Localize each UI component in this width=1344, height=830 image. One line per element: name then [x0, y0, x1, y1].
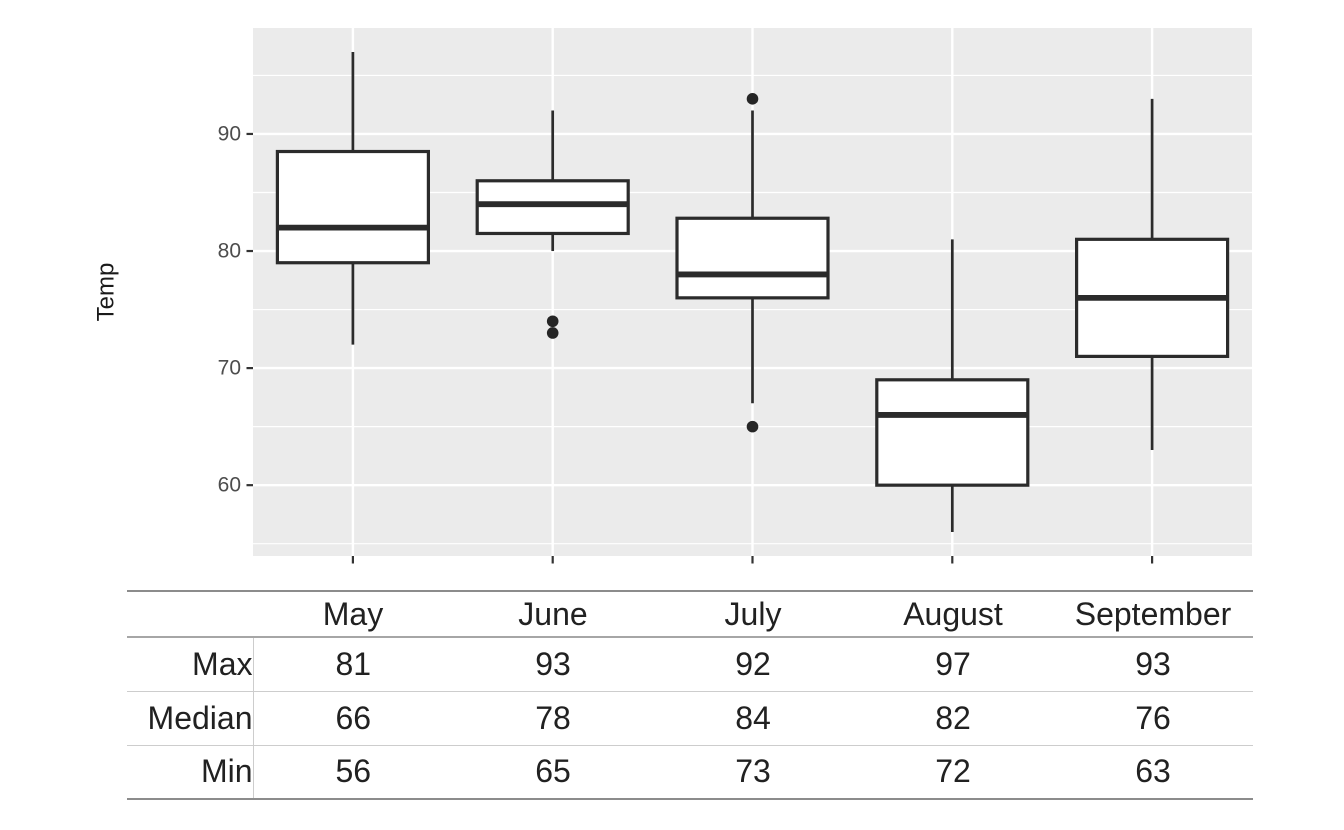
summary-table: May June July August September Max 81 93… — [127, 590, 1253, 800]
cell-median-may: 66 — [335, 699, 372, 736]
y-axis-title: Temp — [93, 263, 120, 322]
cell-max-july: 92 — [735, 645, 771, 682]
table-row-min: Min 56 65 73 72 63 — [127, 745, 1253, 799]
cell-max-august: 97 — [935, 645, 971, 682]
header-may: May — [322, 595, 384, 632]
cell-min-may: 56 — [335, 753, 372, 790]
header-august: August — [903, 595, 1003, 632]
temp-summary-table: May June July August September Max 81 93… — [127, 590, 1253, 800]
cell-max-june: 93 — [535, 645, 571, 682]
row-label-median: Median — [127, 691, 254, 745]
header-empty-cell — [127, 591, 253, 637]
box-iqr — [275, 149, 430, 265]
cell-max-september: 93 — [1135, 645, 1171, 682]
cell-median-july: 84 — [735, 699, 771, 736]
header-september: September — [1074, 595, 1232, 632]
box-iqr — [675, 216, 830, 300]
cell-min-july: 73 — [735, 753, 771, 790]
box-iqr — [475, 179, 630, 236]
outlier-point — [546, 327, 559, 339]
row-label-max: Max — [127, 637, 254, 691]
table-row-median: Median 66 78 84 82 76 — [127, 691, 1253, 745]
y-tick-label: 70 — [218, 357, 241, 380]
row-label-min: Min — [127, 745, 254, 799]
cell-max-may: 81 — [335, 645, 372, 682]
header-june: June — [518, 595, 588, 632]
cell-min-august: 72 — [935, 753, 971, 790]
outlier-point — [546, 315, 559, 328]
y-tick-label: 90 — [218, 122, 241, 145]
cell-median-june: 78 — [535, 699, 571, 736]
cell-median-september: 76 — [1135, 699, 1171, 736]
cell-median-august: 82 — [935, 699, 971, 736]
outlier-point — [746, 420, 759, 433]
cell-min-june: 65 — [535, 753, 571, 790]
table-header-row: May June July August September — [127, 591, 1253, 637]
y-tick-label: 60 — [218, 474, 241, 497]
y-tick-label: 80 — [218, 240, 241, 263]
cell-min-september: 63 — [1135, 753, 1171, 790]
table-row-max: Max 81 93 92 97 93 — [127, 637, 1253, 691]
header-july: July — [724, 595, 782, 632]
box-iqr — [875, 378, 1030, 487]
boxplot-chart: 60 70 80 90 Temp — [93, 28, 1252, 564]
outlier-point — [746, 93, 759, 105]
